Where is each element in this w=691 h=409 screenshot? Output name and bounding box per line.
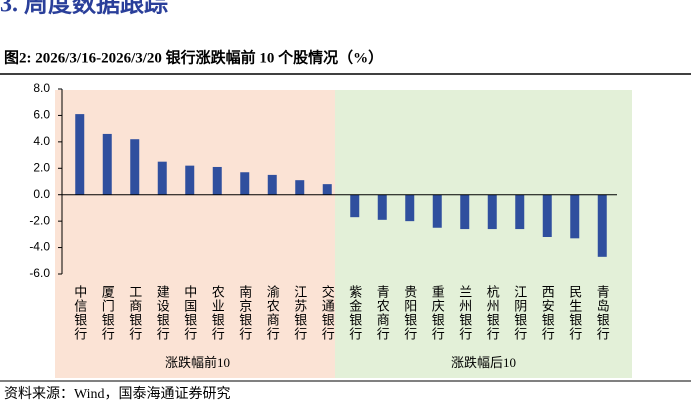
y-tick-label: 2.0 — [33, 160, 50, 174]
bar — [295, 180, 305, 195]
bar — [460, 194, 470, 230]
x-tick-label: 青岛银行 — [595, 285, 610, 341]
bar — [515, 194, 525, 230]
bar — [212, 166, 222, 195]
group-label: 涨跌幅后10 — [451, 355, 516, 370]
bar — [102, 133, 112, 195]
x-tick-label: 工商银行 — [127, 285, 142, 341]
y-tick-label: 0.0 — [33, 187, 50, 201]
y-tick-label: -4.0 — [29, 240, 50, 254]
x-tick-label: 中国银行 — [182, 285, 197, 341]
y-tick-label: 6.0 — [33, 108, 50, 122]
x-tick-label: 渝农商行 — [265, 284, 280, 341]
source: 资料来源：Wind，国泰海通证券研究 — [4, 386, 231, 402]
x-tick-label: 江阴银行 — [512, 285, 527, 341]
bar — [267, 174, 277, 195]
x-tick-label: 交通银行 — [320, 284, 335, 341]
bar — [432, 194, 442, 228]
group-label: 涨跌幅前10 — [165, 355, 230, 370]
bar — [185, 165, 195, 195]
bar — [570, 194, 580, 239]
x-tick-label: 民生银行 — [567, 285, 582, 341]
x-tick-label: 青农商行 — [375, 285, 390, 341]
x-tick-label: 中信银行 — [72, 285, 87, 341]
bar — [542, 194, 552, 237]
x-tick-label: 重庆银行 — [430, 284, 445, 341]
bar — [322, 184, 332, 195]
bar — [240, 172, 250, 195]
bar — [350, 194, 360, 218]
x-tick-label: 紫金银行 — [347, 285, 362, 341]
x-tick-label: 厦门银行 — [100, 285, 115, 341]
bar — [157, 161, 167, 195]
x-tick-label: 杭州银行 — [485, 285, 500, 341]
plot: 涨跌幅前10 涨跌幅后10 -6.0 -4.0 -2.0 0.0 2.0 4.0 6.0 8.0 中… — [29, 81, 632, 378]
x-tick-label: 西安银行 — [540, 285, 555, 341]
section-heading: 3. 周度数据跟踪 — [0, 0, 168, 18]
x-tick-label: 贵阳银行 — [402, 285, 417, 341]
bar — [377, 194, 387, 220]
group-background — [335, 90, 632, 378]
bar — [75, 114, 85, 195]
bar — [130, 139, 140, 195]
x-tick-label: 建设银行 — [155, 285, 170, 341]
y-tick-label: 8.0 — [33, 81, 50, 95]
bar — [405, 194, 415, 222]
x-tick-label: 南京银行 — [237, 284, 252, 341]
group-background — [55, 90, 340, 378]
bar — [597, 194, 607, 257]
x-tick-label: 农业银行 — [210, 285, 225, 341]
bar — [487, 194, 497, 230]
chart-title: 图2: 2026/3/16-2026/3/20 银行涨跌幅前 10 个股情况（%… — [4, 48, 383, 66]
x-tick-label: 江苏银行 — [292, 285, 307, 341]
y-tick-label: -6.0 — [29, 266, 50, 280]
y-tick-label: 4.0 — [33, 134, 50, 148]
y-tick-label: -2.0 — [29, 213, 50, 227]
x-tick-label: 兰州银行 — [457, 285, 472, 341]
